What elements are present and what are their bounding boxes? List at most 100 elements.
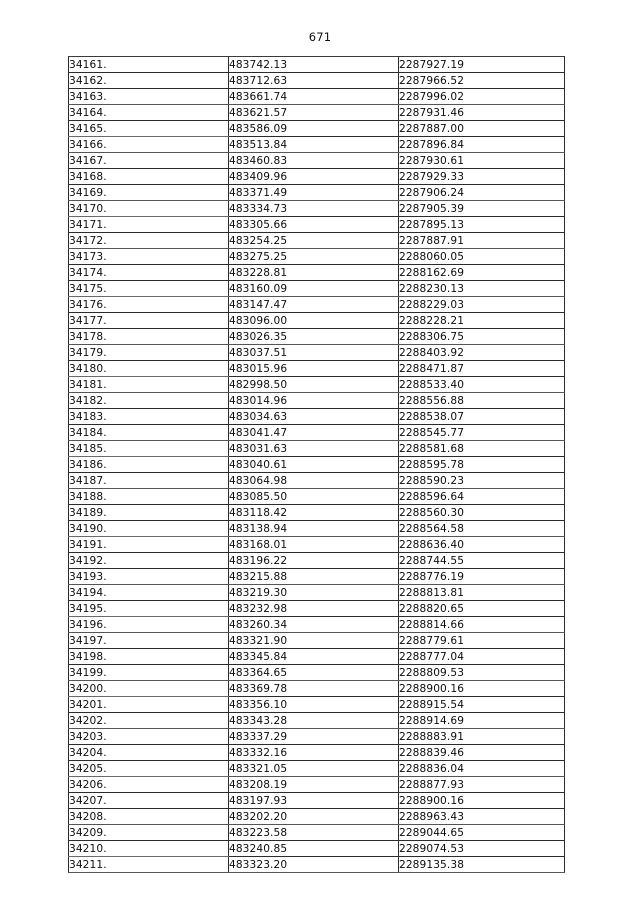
cell-easting: 483026.35 [228, 328, 399, 345]
coordinate-table-container: 34161. 483742.13 2287927.19 34162. 483712.63… [68, 56, 565, 873]
table-row: 34183. 483034.63 2288538.07 [68, 408, 565, 425]
cell-northing: 2288060.05 [398, 248, 565, 265]
cell-northing: 2288596.64 [398, 488, 565, 505]
cell-northing: 2287929.33 [398, 168, 565, 185]
cell-index: 34165. [68, 120, 229, 137]
cell-index: 34210. [68, 840, 229, 857]
cell-easting: 483031.63 [228, 440, 399, 457]
cell-index: 34191. [68, 536, 229, 553]
table-row: 34192. 483196.22 2288744.55 [68, 552, 565, 569]
cell-easting: 483254.25 [228, 232, 399, 249]
cell-easting: 483332.16 [228, 744, 399, 761]
table-row: 34201. 483356.10 2288915.54 [68, 696, 565, 713]
cell-index: 34182. [68, 392, 229, 409]
cell-index: 34203. [68, 728, 229, 745]
cell-index: 34173. [68, 248, 229, 265]
cell-index: 34194. [68, 584, 229, 601]
cell-index: 34168. [68, 168, 229, 185]
table-row: 34163. 483661.74 2287996.02 [68, 88, 565, 105]
cell-easting: 483661.74 [228, 88, 399, 105]
cell-northing: 2288306.75 [398, 328, 565, 345]
cell-easting: 483085.50 [228, 488, 399, 505]
table-row: 34193. 483215.88 2288776.19 [68, 568, 565, 585]
cell-northing: 2287966.52 [398, 72, 565, 89]
cell-index: 34162. [68, 72, 229, 89]
page-number: 671 [308, 30, 332, 44]
cell-index: 34181. [68, 376, 229, 393]
cell-northing: 2288590.23 [398, 472, 565, 489]
table-row: 34190. 483138.94 2288564.58 [68, 520, 565, 537]
cell-northing: 2287996.02 [398, 88, 565, 105]
cell-northing: 2289074.53 [398, 840, 565, 857]
cell-northing: 2288545.77 [398, 424, 565, 441]
cell-index: 34211. [68, 856, 229, 873]
coordinate-table: 34161. 483742.13 2287927.19 34162. 483712.63… [68, 56, 565, 873]
table-row: 34161. 483742.13 2287927.19 [68, 56, 565, 73]
cell-easting: 483015.96 [228, 360, 399, 377]
table-row: 34176. 483147.47 2288229.03 [68, 296, 565, 313]
cell-easting: 483034.63 [228, 408, 399, 425]
table-row: 34185. 483031.63 2288581.68 [68, 440, 565, 457]
cell-northing: 2288636.40 [398, 536, 565, 553]
cell-northing: 2288900.16 [398, 792, 565, 809]
cell-easting: 483712.63 [228, 72, 399, 89]
cell-easting: 483147.47 [228, 296, 399, 313]
table-row: 34166. 483513.84 2287896.84 [68, 136, 565, 153]
cell-easting: 483160.09 [228, 280, 399, 297]
table-row: 34198. 483345.84 2288777.04 [68, 648, 565, 665]
cell-index: 34174. [68, 264, 229, 281]
cell-northing: 2287906.24 [398, 184, 565, 201]
cell-easting: 483371.49 [228, 184, 399, 201]
cell-easting: 483364.65 [228, 664, 399, 681]
cell-northing: 2288560.30 [398, 504, 565, 521]
cell-easting: 483345.84 [228, 648, 399, 665]
table-row: 34169. 483371.49 2287906.24 [68, 184, 565, 201]
cell-index: 34207. [68, 792, 229, 809]
table-row: 34162. 483712.63 2287966.52 [68, 72, 565, 89]
cell-northing: 2287905.39 [398, 200, 565, 217]
cell-northing: 2288229.03 [398, 296, 565, 313]
cell-easting: 483460.83 [228, 152, 399, 169]
cell-index: 34199. [68, 664, 229, 681]
cell-index: 34187. [68, 472, 229, 489]
table-row: 34205. 483321.05 2288836.04 [68, 760, 565, 777]
table-row: 34171. 483305.66 2287895.13 [68, 216, 565, 233]
cell-index: 34209. [68, 824, 229, 841]
cell-index: 34184. [68, 424, 229, 441]
cell-easting: 483275.25 [228, 248, 399, 265]
cell-northing: 2287887.00 [398, 120, 565, 137]
cell-easting: 483334.73 [228, 200, 399, 217]
table-row: 34178. 483026.35 2288306.75 [68, 328, 565, 345]
cell-easting: 483096.00 [228, 312, 399, 329]
cell-northing: 2288839.46 [398, 744, 565, 761]
table-row: 34186. 483040.61 2288595.78 [68, 456, 565, 473]
cell-index: 34204. [68, 744, 229, 761]
table-row: 34184. 483041.47 2288545.77 [68, 424, 565, 441]
cell-index: 34176. [68, 296, 229, 313]
cell-easting: 483232.98 [228, 600, 399, 617]
cell-easting: 483219.30 [228, 584, 399, 601]
table-row: 34180. 483015.96 2288471.87 [68, 360, 565, 377]
cell-index: 34178. [68, 328, 229, 345]
table-row: 34200. 483369.78 2288900.16 [68, 680, 565, 697]
cell-northing: 2287896.84 [398, 136, 565, 153]
table-row: 34202. 483343.28 2288914.69 [68, 712, 565, 729]
table-row: 34204. 483332.16 2288839.46 [68, 744, 565, 761]
table-row: 34195. 483232.98 2288820.65 [68, 600, 565, 617]
table-row: 34207. 483197.93 2288900.16 [68, 792, 565, 809]
cell-northing: 2288403.92 [398, 344, 565, 361]
cell-northing: 2288776.19 [398, 568, 565, 585]
table-row: 34165. 483586.09 2287887.00 [68, 120, 565, 137]
cell-northing: 2288556.88 [398, 392, 565, 409]
cell-northing: 2288228.21 [398, 312, 565, 329]
cell-easting: 483040.61 [228, 456, 399, 473]
cell-index: 34172. [68, 232, 229, 249]
cell-index: 34175. [68, 280, 229, 297]
table-row: 34167. 483460.83 2287930.61 [68, 152, 565, 169]
cell-northing: 2288914.69 [398, 712, 565, 729]
cell-easting: 483337.29 [228, 728, 399, 745]
cell-index: 34202. [68, 712, 229, 729]
table-row: 34199. 483364.65 2288809.53 [68, 664, 565, 681]
cell-northing: 2287887.91 [398, 232, 565, 249]
